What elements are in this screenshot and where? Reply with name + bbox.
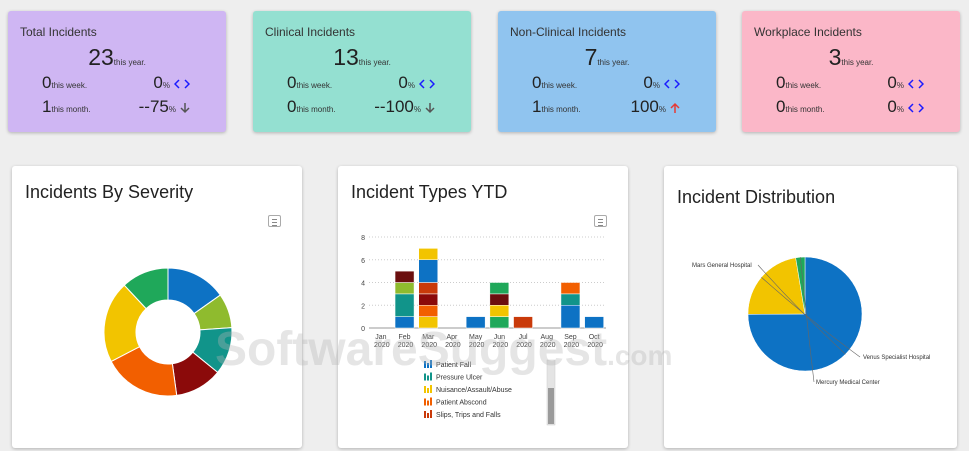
svg-text:Slips, Trips and Falls: Slips, Trips and Falls <box>436 412 501 419</box>
x-tick-label: Jul 2020 <box>514 334 532 349</box>
donut-slice[interactable] <box>123 267 169 310</box>
stat-week-change: 0% <box>887 73 925 93</box>
legend-item[interactable]: Patient Fall <box>424 360 471 369</box>
x-tick-label: Mar 2020 <box>419 334 437 349</box>
bar-segment[interactable] <box>513 316 533 329</box>
stat-card: Workplace Incidents 3this year. 0this we… <box>742 11 960 132</box>
bar-segment[interactable] <box>418 305 438 317</box>
week-no-change-icon <box>663 78 681 89</box>
x-tick-label: Sep 2020 <box>562 334 580 349</box>
pie-data-label: Venus Specialist Hospital <box>863 355 930 361</box>
stat-card-title: Non-Clinical Incidents <box>510 25 627 39</box>
week-no-change-icon <box>173 78 191 89</box>
severity-menu-icon[interactable] <box>268 215 281 227</box>
stat-week: 0this week. <box>532 73 578 92</box>
y-tick-label: 8 <box>361 235 365 242</box>
stat-card-title: Workplace Incidents <box>754 25 862 39</box>
y-tick-label: 4 <box>361 281 365 288</box>
bar-segment[interactable] <box>418 248 438 260</box>
distribution-title: Incident Distribution <box>677 187 836 207</box>
stat-month-change: 0% <box>887 97 925 117</box>
stat-week: 0this week. <box>776 73 822 92</box>
x-tick-label: Jun 2020 <box>491 334 509 349</box>
pie-data-label: Mars General Hospital <box>692 263 752 269</box>
y-tick-label: 0 <box>361 326 365 333</box>
severity-title: Incidents By Severity <box>25 182 194 202</box>
week-no-change-icon <box>907 78 925 89</box>
stat-month: 0this month. <box>776 97 825 116</box>
x-tick-label: Aug 2020 <box>538 334 556 349</box>
bar-segment[interactable] <box>489 282 510 295</box>
stat-week-change: 0% <box>153 73 191 93</box>
bar-segment[interactable] <box>560 282 581 295</box>
bar-segment[interactable] <box>584 316 604 329</box>
svg-text:Pressure Ulcer: Pressure Ulcer <box>436 375 483 382</box>
legend-item[interactable]: Slips, Trips and Falls <box>424 410 501 419</box>
stat-year: 7this year. <box>584 44 630 70</box>
stat-card: Clinical Incidents 13this year. 0this we… <box>253 11 471 132</box>
types-bar-chart: 0 2 4 6 8 Jan 2020 Feb 2020 Mar 2020 Apr 2020 May… <box>361 235 606 426</box>
y-tick-label: 2 <box>361 303 365 310</box>
bar-segment[interactable] <box>418 259 438 283</box>
pie-data-label: Mercury Medical Center <box>816 380 880 386</box>
bar-segment[interactable] <box>418 282 438 295</box>
stat-year: 3this year. <box>828 44 874 70</box>
pie-label-connector <box>800 257 815 383</box>
month-arrow-down-icon <box>180 102 190 113</box>
legend-item[interactable]: Pressure Ulcer <box>424 372 483 382</box>
stat-year: 13this year. <box>333 44 391 70</box>
bar-segment[interactable] <box>560 293 581 306</box>
severity-panel: Incidents By Severity <box>12 166 302 448</box>
stat-month-change: 100% <box>631 97 681 117</box>
stat-year: 23this year. <box>88 44 146 70</box>
stat-month-change: --75% <box>139 97 190 117</box>
bar-segment[interactable] <box>489 305 510 317</box>
svg-text:Patient Fall: Patient Fall <box>436 362 471 369</box>
bar-segment[interactable] <box>489 293 510 306</box>
stat-card-title: Total Incidents <box>20 25 97 39</box>
legend-scrollbar-thumb[interactable] <box>548 388 554 424</box>
watermark: SoftwareSuggest.com <box>215 323 673 376</box>
x-tick-label: Apr 2020 <box>443 334 461 349</box>
y-tick-label: 6 <box>361 258 365 265</box>
svg-text:Nuisance/Assault/Abuse: Nuisance/Assault/Abuse <box>436 387 512 394</box>
stat-month-change: --100% <box>374 97 435 117</box>
severity-donut-chart <box>103 267 233 397</box>
stat-week: 0this week. <box>42 73 88 92</box>
bar-segment[interactable] <box>394 293 415 317</box>
bar-segment[interactable] <box>394 282 415 295</box>
stat-card: Non-Clinical Incidents 7this year. 0this… <box>498 11 716 132</box>
stat-card: Total Incidents 23this year. 0this week.… <box>8 11 226 132</box>
distribution-pie-chart: Mars General Hospital Venus Specialist Ho… <box>692 256 930 386</box>
stat-card-title: Clinical Incidents <box>265 25 356 39</box>
x-tick-label: Oct 2020 <box>585 334 603 349</box>
bar-segment[interactable] <box>418 293 438 306</box>
bar-segment[interactable] <box>394 270 415 283</box>
month-no-change-icon <box>907 102 925 113</box>
x-tick-label: May 2020 <box>467 334 485 349</box>
month-arrow-up-icon <box>670 102 680 113</box>
stat-month: 0this month. <box>287 97 336 116</box>
stat-week: 0this week. <box>287 73 333 92</box>
x-tick-label: Jan 2020 <box>372 334 390 349</box>
svg-text:Patient Abscond: Patient Abscond <box>436 400 487 407</box>
stat-week-change: 0% <box>398 73 436 93</box>
types-title: Incident Types YTD <box>351 182 508 202</box>
distribution-panel: Incident Distribution Mars General Hospi… <box>664 166 957 448</box>
types-menu-icon[interactable] <box>594 215 607 227</box>
week-no-change-icon <box>418 78 436 89</box>
stat-week-change: 0% <box>643 73 681 93</box>
bar-segment[interactable] <box>465 316 486 329</box>
pie-label-connector <box>761 277 861 358</box>
month-arrow-down-icon <box>425 102 435 113</box>
stat-month: 1this month. <box>532 97 581 116</box>
legend-item[interactable]: Nuisance/Assault/Abuse <box>424 385 512 394</box>
x-tick-label: Feb 2020 <box>396 334 414 349</box>
legend-item[interactable]: Patient Abscond <box>424 397 487 407</box>
types-panel: Incident Types YTD 0 2 4 6 8 Jan 2020 Feb 2020… <box>338 166 628 448</box>
stat-month: 1this month. <box>42 97 91 116</box>
